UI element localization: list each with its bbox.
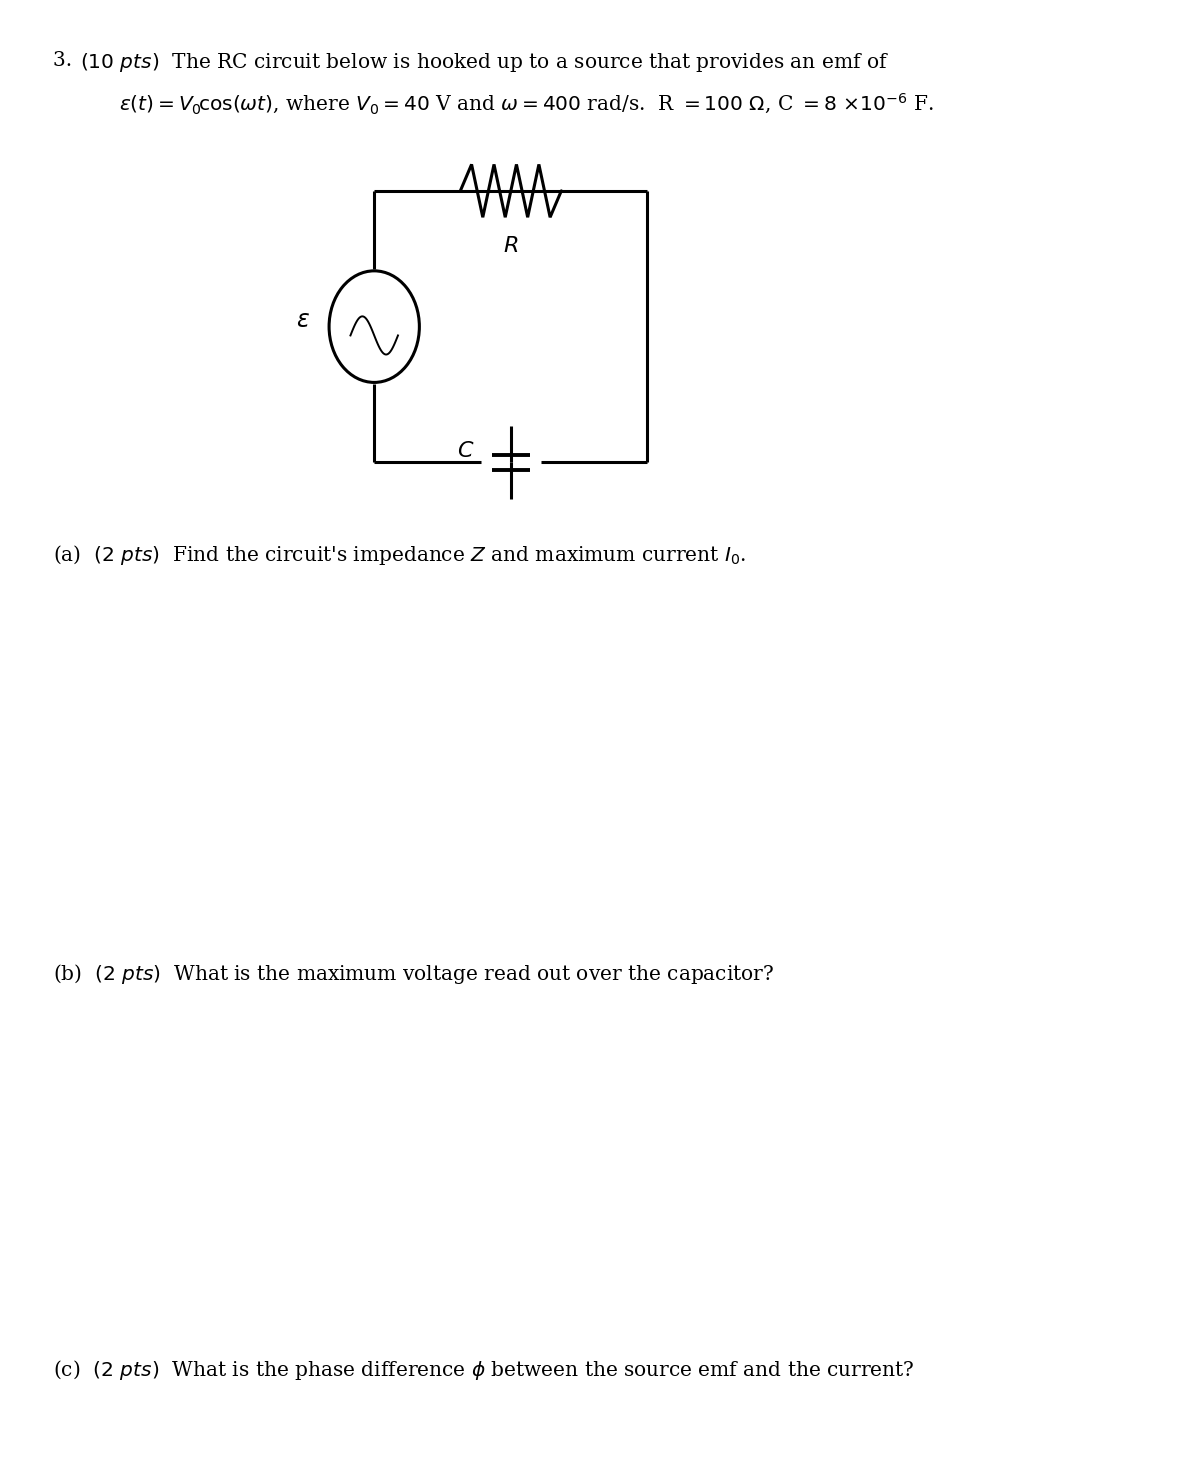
Text: $R$: $R$ xyxy=(504,235,518,257)
Text: $\varepsilon$: $\varepsilon$ xyxy=(296,310,310,332)
Text: (c)  $\mathit{(2\ pts)}$  What is the phase difference $\phi$ between the source: (c) $\mathit{(2\ pts)}$ What is the phas… xyxy=(53,1358,915,1381)
Text: $\varepsilon(t) = V_0\!\cos(\omega t)$, where $V_0 = 40$ V and $\omega = 400$ ra: $\varepsilon(t) = V_0\!\cos(\omega t)$, … xyxy=(119,91,934,116)
Text: (b)  $\mathit{(2\ pts)}$  What is the maximum voltage read out over the capacito: (b) $\mathit{(2\ pts)}$ What is the maxi… xyxy=(53,962,775,985)
Text: (a)  $\mathit{(2\ pts)}$  Find the circuit's impedance $Z$ and maximum current $: (a) $\mathit{(2\ pts)}$ Find the circuit… xyxy=(53,543,746,567)
Circle shape xyxy=(329,270,419,383)
Text: $\mathit{(10\ pts)}$  The RC circuit below is hooked up to a source that provide: $\mathit{(10\ pts)}$ The RC circuit belo… xyxy=(80,51,889,75)
Text: $C$: $C$ xyxy=(457,440,474,461)
Text: 3.: 3. xyxy=(53,51,86,70)
